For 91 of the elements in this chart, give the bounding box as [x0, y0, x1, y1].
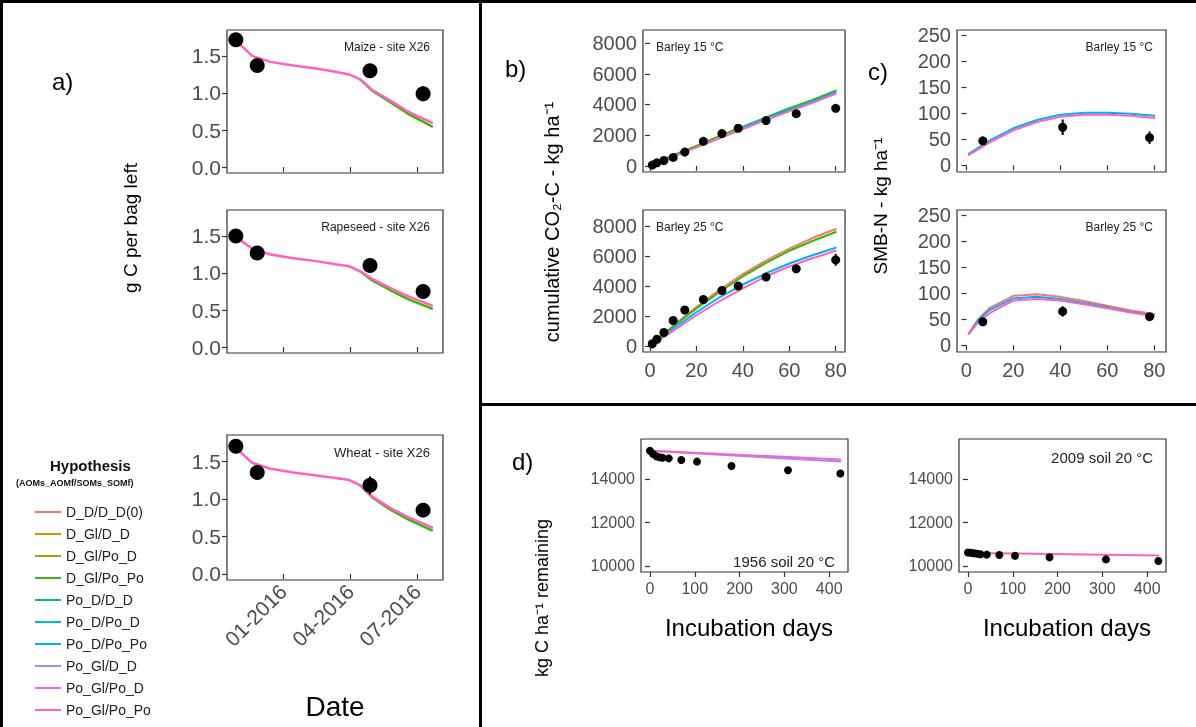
x-tick-label: 40	[1049, 359, 1072, 381]
text: Maize - site X26	[343, 40, 431, 54]
text: Barley 25 °C	[656, 220, 724, 234]
y-tick-label: 0.5	[191, 118, 221, 142]
x-axis-title: Incubation days	[664, 614, 834, 641]
x-tick-label: 80	[824, 359, 847, 381]
y-tick-label: 0	[625, 335, 637, 357]
x-axis-title: Incubation days	[982, 614, 1152, 641]
y-tick-label: 250	[917, 24, 951, 47]
y-tick-label: 1.5	[191, 449, 221, 473]
y-tick-label: 0	[939, 334, 951, 357]
y-tick-label: 8000	[592, 215, 637, 238]
y-tick-label: 1.5	[191, 44, 221, 68]
text: 1956 soil 20 °C	[733, 553, 836, 570]
x-tick-label: 60	[1096, 359, 1119, 381]
x-tick-label: 0	[645, 579, 655, 597]
y-tick-label: 150	[917, 256, 951, 279]
y-tick-label: 4000	[592, 275, 637, 298]
y-tick-label: 250	[917, 204, 951, 227]
x-tick-label: 200	[1044, 579, 1072, 597]
text: d)	[512, 448, 534, 475]
y-tick-label: 200	[917, 50, 951, 73]
y-tick-label: 0.0	[191, 335, 221, 359]
text: Wheat - site X26	[333, 445, 431, 460]
y-tick-label: 0.0	[191, 562, 221, 586]
legend-title: Hypothesis (AOMs_AOMf/SOMs_SOMf)	[16, 457, 134, 488]
y-tick-label: 0.5	[191, 524, 221, 548]
text: b)	[505, 55, 527, 82]
x-tick-label: 0	[644, 359, 656, 381]
text: Barley 15 °C	[656, 40, 724, 54]
y-tick-label: 100	[917, 102, 951, 125]
y-tick-label: 100	[917, 282, 951, 305]
legend-label: D_Gl/Po_Po	[66, 570, 145, 586]
y-tick-label: 2000	[592, 305, 637, 328]
text: Barley 25 °C	[1085, 220, 1154, 234]
x-tick-label: 60	[778, 359, 801, 381]
legend-label: D_Gl/D_D	[66, 526, 130, 542]
y-tick-label: 150	[917, 76, 951, 99]
y-axis-title: g C per bag left	[119, 163, 141, 293]
y-axis-title: cumulative CO₂-C - kg ha⁻¹	[541, 101, 563, 343]
y-tick-label: 2000	[592, 124, 637, 147]
legend-label: Po_D/Po_D	[66, 614, 140, 630]
x-tick-label: 20	[685, 359, 708, 381]
y-tick-label: 12000	[590, 513, 636, 531]
legend-label: Po_Gl/Po_Po	[66, 702, 152, 718]
y-axis-title: SMB-N - kg ha⁻¹	[869, 137, 891, 275]
y-tick-label: 12000	[908, 513, 954, 531]
x-tick-label: 300	[771, 579, 798, 597]
y-tick-label: 0	[625, 154, 637, 177]
x-tick-label: 400	[815, 579, 843, 597]
y-tick-label: 50	[928, 128, 951, 151]
x-axis-title: Date	[305, 691, 365, 722]
y-tick-label: 10000	[590, 557, 636, 575]
x-tick-label: 300	[1089, 579, 1116, 597]
y-tick-label: 1.0	[191, 261, 221, 285]
text: 2009 soil 20 °C	[1051, 449, 1154, 466]
x-tick-label: 100	[681, 579, 709, 597]
text: a)	[52, 68, 74, 95]
legend-label: Po_D/D_D	[66, 592, 133, 608]
y-tick-label: 4000	[592, 93, 637, 116]
y-tick-label: 6000	[592, 62, 637, 85]
y-tick-label: 50	[928, 308, 951, 331]
legend-label: Po_D/Po_Po	[66, 636, 148, 652]
y-tick-label: 0.5	[191, 298, 221, 322]
y-tick-label: 14000	[908, 470, 954, 488]
legend-label: Po_Gl/D_D	[66, 658, 137, 674]
x-tick-label: 0	[960, 359, 972, 381]
y-tick-label: 0	[939, 154, 951, 177]
legend-label: Po_Gl/Po_D	[66, 680, 144, 696]
y-tick-label: 0.0	[191, 155, 221, 179]
text: Barley 15 °C	[1085, 40, 1154, 54]
y-tick-label: 10000	[908, 557, 954, 575]
y-tick-label: 1.0	[191, 81, 221, 105]
y-tick-label: 200	[917, 230, 951, 253]
x-tick-label: 0	[963, 579, 973, 597]
legend-label: D_Gl/Po_D	[66, 548, 137, 564]
y-tick-label: 6000	[592, 245, 637, 268]
legend-label: D_D/D_D(0)	[66, 504, 144, 520]
text: Rapeseed - site X26	[321, 220, 431, 234]
x-tick-label: 20	[1002, 359, 1025, 381]
y-tick-label: 1.5	[191, 224, 221, 248]
x-tick-label: 100	[999, 579, 1027, 597]
y-axis-title: kg C ha⁻¹ remaining	[532, 518, 552, 678]
x-tick-label: 40	[731, 359, 754, 381]
text: c)	[868, 58, 888, 85]
y-tick-label: 1.0	[191, 487, 221, 511]
x-tick-label: 80	[1143, 359, 1166, 381]
y-tick-label: 14000	[590, 470, 636, 488]
x-tick-label: 200	[726, 579, 754, 597]
x-tick-label: 400	[1133, 579, 1161, 597]
y-tick-label: 8000	[592, 32, 637, 55]
